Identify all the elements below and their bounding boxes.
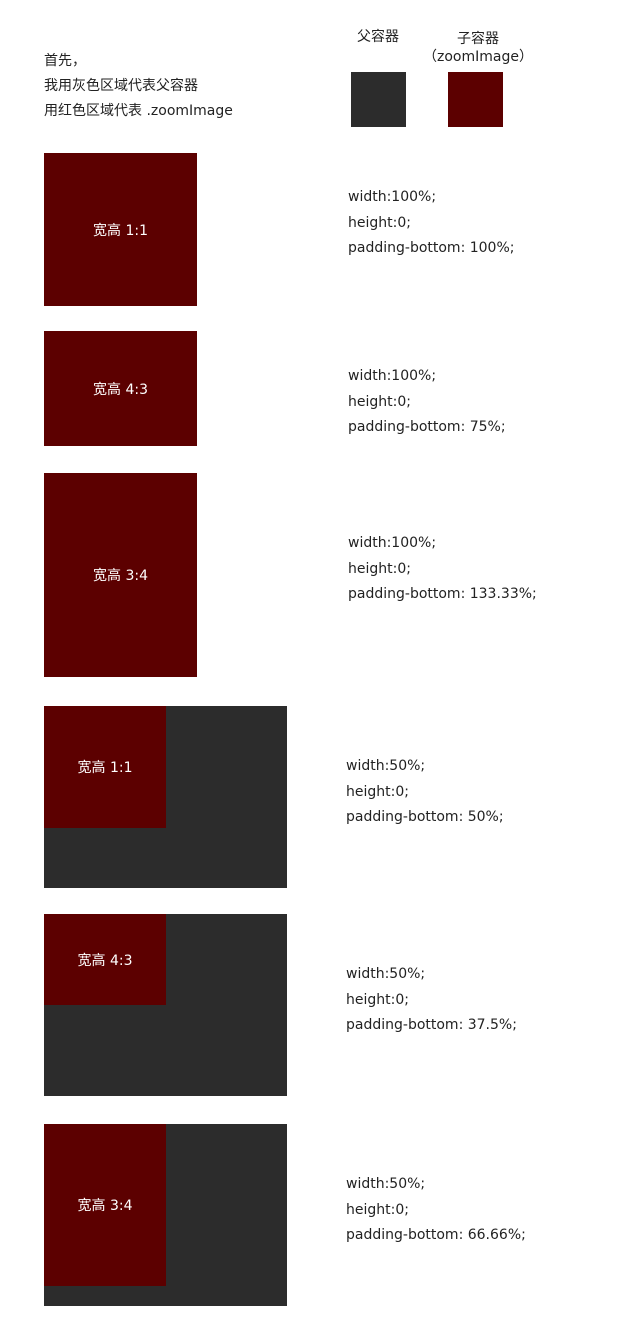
css-code: width:50%; height:0; padding-bottom: 50%… (346, 754, 504, 831)
legend-child-swatch (448, 72, 503, 127)
example-child-box: 宽高 1:1 (44, 706, 166, 828)
css-line: height:0; (348, 560, 411, 577)
intro-line-3: 用红色区域代表 .zoomImage (44, 103, 233, 119)
ratio-label: 宽高 1:1 (77, 760, 133, 776)
intro-line-2: 我用灰色区域代表父容器 (44, 78, 198, 94)
css-line: height:0; (346, 1201, 409, 1218)
example-child-box: 宽高 3:4 (44, 1124, 166, 1286)
css-line: width:50%; (346, 966, 426, 982)
ratio-label: 宽高 3:4 (77, 1198, 133, 1214)
legend-child-sublabel: （zoomImage） (423, 49, 533, 65)
css-line: width:50%; (346, 1176, 426, 1192)
example-child-box: 宽高 1:1 (44, 153, 197, 306)
ratio-label: 宽高 3:4 (93, 568, 148, 584)
example-child-box: 宽高 3:4 (44, 473, 197, 677)
intro-line-1: 首先， (44, 53, 86, 69)
legend-child-label: 子容器 (457, 31, 499, 47)
example-child-box: 宽高 4:3 (44, 914, 166, 1005)
css-code: width:50%; height:0; padding-bottom: 37.… (346, 962, 517, 1039)
example-parent-box: 宽高 1:1 (44, 706, 287, 888)
css-line: padding-bottom: 133.33%; (348, 586, 537, 602)
css-code: width:100%; height:0; padding-bottom: 10… (348, 185, 514, 262)
css-line: padding-bottom: 50%; (346, 809, 504, 825)
ratio-label: 宽高 4:3 (93, 381, 148, 398)
example-child-box: 宽高 4:3 (44, 331, 197, 446)
css-line: padding-bottom: 100%; (348, 240, 515, 256)
css-code: width:100%; height:0; padding-bottom: 75… (348, 364, 506, 441)
css-code: width:100%; height:0; padding-bottom: 13… (348, 531, 537, 608)
css-code: width:50%; height:0; padding-bottom: 66.… (346, 1172, 526, 1249)
css-line: height:0; (346, 783, 409, 800)
legend-parent-label: 父容器 (357, 29, 399, 45)
legend-parent-swatch (351, 72, 406, 127)
example-parent-box: 宽高 3:4 (44, 473, 197, 677)
css-line: width:50%; (346, 758, 426, 774)
css-line: padding-bottom: 75%; (348, 419, 506, 435)
example-parent-box: 宽高 3:4 (44, 1124, 287, 1306)
example-parent-box: 宽高 4:3 (44, 331, 197, 446)
css-line: height:0; (348, 214, 411, 231)
example-parent-box: 宽高 1:1 (44, 153, 197, 306)
ratio-label: 宽高 4:3 (77, 952, 133, 969)
ratio-label: 宽高 1:1 (93, 222, 148, 239)
css-line: padding-bottom: 37.5%; (346, 1017, 517, 1033)
css-line: width:100%; (348, 535, 437, 551)
intro-text: 首先， 我用灰色区域代表父容器 用红色区域代表 .zoomImage (44, 49, 233, 124)
css-line: height:0; (348, 393, 411, 410)
css-line: height:0; (346, 991, 409, 1008)
css-line: padding-bottom: 66.66%; (346, 1227, 526, 1243)
css-line: width:100%; (348, 189, 437, 205)
example-parent-box: 宽高 4:3 (44, 914, 287, 1096)
css-line: width:100%; (348, 368, 437, 384)
